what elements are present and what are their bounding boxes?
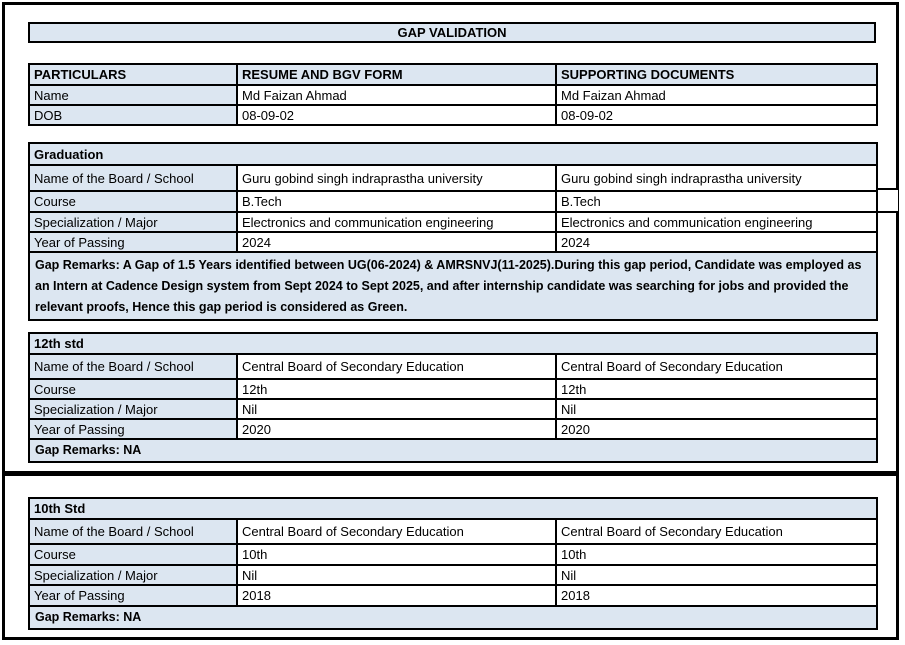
table-row: Specialization / Major Nil Nil	[28, 398, 879, 420]
cell-resume-value: Electronics and communication engineerin…	[236, 211, 557, 233]
gap-remarks-text: Gap Remarks: A Gap of 1.5 Years identifi…	[27, 251, 879, 321]
cell-supporting-value: Electronics and communication engineerin…	[554, 211, 879, 233]
table-row: Specialization / Major Nil Nil	[28, 564, 879, 586]
col-header-supporting: SUPPORTING DOCUMENTS	[555, 63, 878, 86]
cell-resume-value: Nil	[236, 564, 557, 586]
row-label: Course	[28, 190, 238, 213]
cell-resume-value: B.Tech	[236, 190, 557, 213]
gap-remarks-row: Gap Remarks: NA	[27, 605, 879, 630]
table-row: DOB 08-09-02 08-09-02	[28, 104, 878, 126]
section-title-graduation: Graduation	[27, 142, 879, 166]
cell-supporting-value: Central Board of Secondary Education	[554, 518, 879, 545]
cell-supporting-value: Nil	[554, 398, 879, 420]
table-row: Name Md Faizan Ahmad Md Faizan Ahmad	[28, 84, 878, 106]
table-header-row: PARTICULARS RESUME AND BGV FORM SUPPORTI…	[28, 63, 878, 86]
cell-supporting-value: 08-09-02	[555, 104, 878, 126]
page-border-top-section	[2, 2, 899, 474]
row-label: Specialization / Major	[28, 564, 238, 586]
table-row: Year of Passing 2018 2018	[28, 584, 879, 607]
row-label: Year of Passing	[28, 584, 238, 607]
tenth-table: 10th Std Name of the Board / School Cent…	[27, 497, 879, 630]
graduation-table: Graduation Name of the Board / School Gu…	[27, 142, 879, 321]
cell-supporting-value: 2020	[554, 418, 879, 440]
cell-supporting-value: 2018	[554, 584, 879, 607]
cell-resume-value: Central Board of Secondary Education	[236, 353, 557, 380]
cell-supporting-value: Nil	[554, 564, 879, 586]
cell-resume-value: 2024	[236, 231, 557, 253]
cell-supporting-value: 12th	[554, 378, 879, 400]
cell-resume-value: 08-09-02	[236, 104, 557, 126]
table-row: Course 10th 10th	[28, 543, 879, 566]
cell-supporting-value: Central Board of Secondary Education	[554, 353, 879, 380]
section-header-row: 12th std	[27, 332, 879, 355]
cell-resume-value: 10th	[236, 543, 557, 566]
cell-resume-value: Central Board of Secondary Education	[236, 518, 557, 545]
row-label: Name of the Board / School	[28, 164, 238, 192]
cell-supporting-value: 10th	[554, 543, 879, 566]
section-title-12th: 12th std	[27, 332, 879, 355]
row-label: Specialization / Major	[28, 398, 238, 420]
cell-supporting-value: 2024	[554, 231, 879, 253]
cell-resume-value: Guru gobind singh indraprastha universit…	[236, 164, 557, 192]
cell-resume-value: Nil	[236, 398, 557, 420]
row-label: Course	[28, 543, 238, 566]
table-row: Specialization / Major Electronics and c…	[28, 211, 879, 233]
section-header-row: 10th Std	[27, 497, 879, 520]
table-row: Course 12th 12th	[28, 378, 879, 400]
page-border-bottom-section	[2, 473, 899, 640]
row-label: Year of Passing	[28, 231, 238, 253]
section-header-row: Graduation	[27, 142, 879, 166]
table-row: Name of the Board / School Guru gobind s…	[28, 164, 879, 192]
row-label: Year of Passing	[28, 418, 238, 440]
gap-remarks-text: Gap Remarks: NA	[27, 438, 879, 463]
particulars-table: PARTICULARS RESUME AND BGV FORM SUPPORTI…	[28, 63, 878, 126]
row-label: DOB	[28, 104, 238, 126]
row-label: Name of the Board / School	[28, 518, 238, 545]
twelfth-table: 12th std Name of the Board / School Cent…	[27, 332, 879, 463]
table-row: Name of the Board / School Central Board…	[28, 518, 879, 545]
col-header-particulars: PARTICULARS	[28, 63, 238, 86]
col-header-resume: RESUME AND BGV FORM	[236, 63, 557, 86]
gap-remarks-row: Gap Remarks: NA	[27, 438, 879, 463]
cell-resume-value: Md Faizan Ahmad	[236, 84, 557, 106]
section-title-10th: 10th Std	[27, 497, 879, 520]
cell-resume-value: 2018	[236, 584, 557, 607]
cell-resume-value: 2020	[236, 418, 557, 440]
page-title: GAP VALIDATION	[28, 22, 876, 43]
table-row: Year of Passing 2024 2024	[28, 231, 879, 253]
table-row: Name of the Board / School Central Board…	[28, 353, 879, 380]
row-label: Specialization / Major	[28, 211, 238, 233]
gap-remarks-row: Gap Remarks: A Gap of 1.5 Years identifi…	[27, 251, 879, 321]
gap-remarks-text: Gap Remarks: NA	[27, 605, 879, 630]
table-row: Year of Passing 2020 2020	[28, 418, 879, 440]
table-row: Course B.Tech B.Tech	[28, 190, 879, 213]
cell-supporting-value: Guru gobind singh indraprastha universit…	[554, 164, 879, 192]
row-label: Name of the Board / School	[28, 353, 238, 380]
cell-resume-value: 12th	[236, 378, 557, 400]
cell-supporting-value: Md Faizan Ahmad	[555, 84, 878, 106]
row-label: Course	[28, 378, 238, 400]
row-label: Name	[28, 84, 238, 106]
cell-supporting-value: B.Tech	[554, 190, 879, 213]
